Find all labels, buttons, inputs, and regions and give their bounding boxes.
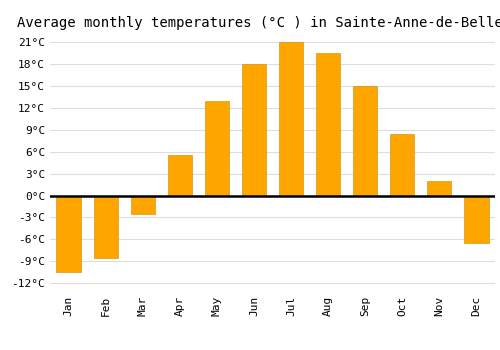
- Bar: [316, 53, 340, 196]
- Bar: [168, 155, 192, 196]
- Bar: [205, 101, 229, 196]
- Bar: [242, 64, 266, 196]
- Bar: [353, 86, 378, 196]
- Bar: [130, 196, 155, 214]
- Bar: [390, 134, 414, 196]
- Bar: [428, 181, 452, 196]
- Bar: [94, 196, 118, 258]
- Bar: [464, 196, 488, 243]
- Bar: [56, 196, 80, 272]
- Bar: [279, 42, 303, 196]
- Title: Average monthly temperatures (°C ) in Sainte-Anne-de-Bellevue: Average monthly temperatures (°C ) in Sa…: [17, 16, 500, 30]
